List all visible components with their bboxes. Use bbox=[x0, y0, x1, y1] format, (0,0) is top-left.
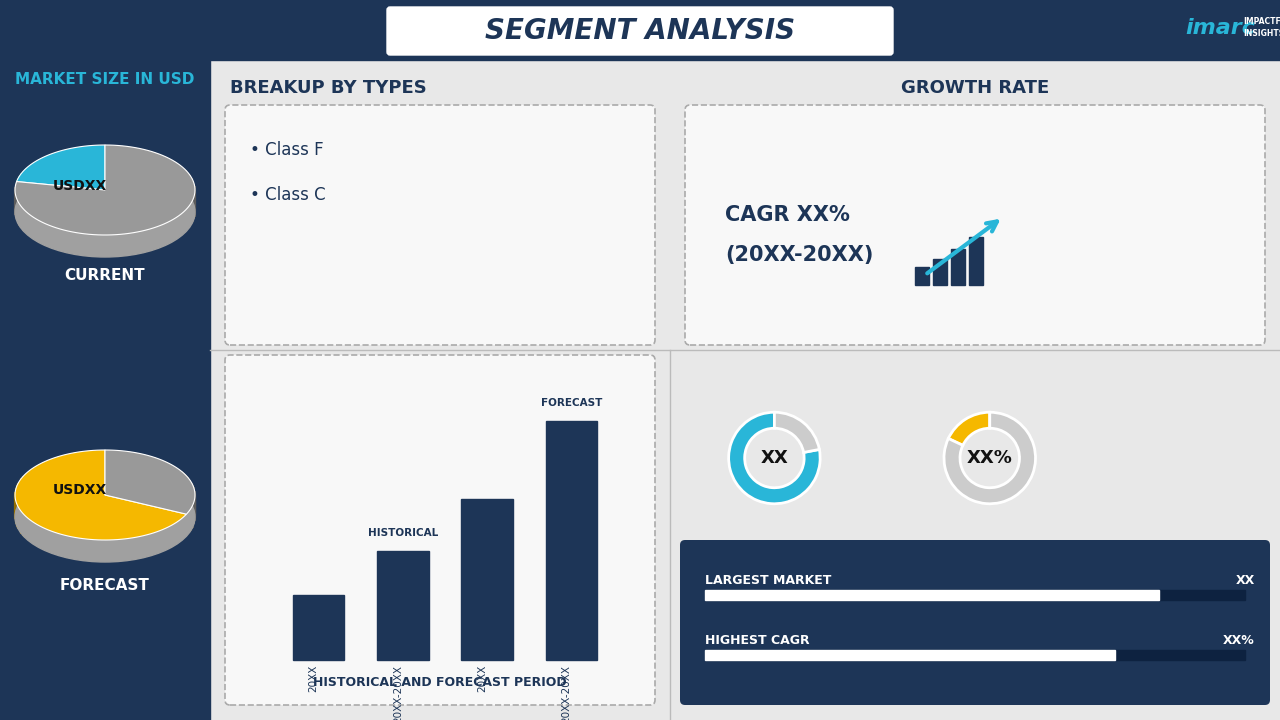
Text: XX: XX bbox=[760, 449, 788, 467]
Ellipse shape bbox=[15, 472, 195, 562]
Text: USDXX: USDXX bbox=[52, 179, 108, 192]
PathPatch shape bbox=[15, 450, 187, 540]
PathPatch shape bbox=[17, 145, 105, 190]
Text: 20XX-20XX: 20XX-20XX bbox=[393, 665, 403, 720]
Bar bbox=[545, 420, 596, 660]
PathPatch shape bbox=[15, 145, 195, 235]
Bar bbox=[293, 595, 344, 660]
Text: INSIGHTS: INSIGHTS bbox=[1243, 30, 1280, 38]
Bar bbox=[705, 590, 1245, 600]
Text: LARGEST MARKET: LARGEST MARKET bbox=[705, 574, 832, 587]
FancyBboxPatch shape bbox=[225, 105, 655, 345]
Bar bbox=[0, 0, 210, 720]
Bar bbox=[705, 650, 1115, 660]
Text: FORECAST: FORECAST bbox=[60, 577, 150, 593]
Bar bbox=[933, 259, 947, 285]
Text: 20XX-20XX: 20XX-20XX bbox=[562, 665, 571, 720]
Text: (20XX-20XX): (20XX-20XX) bbox=[724, 245, 873, 265]
Bar bbox=[969, 237, 983, 285]
Ellipse shape bbox=[15, 167, 195, 257]
Wedge shape bbox=[943, 413, 1036, 504]
Bar bbox=[378, 551, 429, 660]
Text: • Class F: • Class F bbox=[250, 141, 324, 159]
Text: SEGMENT ANALYSIS: SEGMENT ANALYSIS bbox=[485, 17, 795, 45]
Bar bbox=[951, 249, 965, 285]
Text: imarc: imarc bbox=[1185, 18, 1254, 38]
Text: USDXX: USDXX bbox=[52, 484, 108, 498]
Text: XX%: XX% bbox=[1224, 634, 1254, 647]
Text: 20XX: 20XX bbox=[477, 665, 488, 693]
Text: CAGR XX%: CAGR XX% bbox=[724, 205, 850, 225]
Text: IMPACTFUL: IMPACTFUL bbox=[1243, 17, 1280, 27]
Text: 20XX: 20XX bbox=[308, 665, 319, 693]
Wedge shape bbox=[948, 413, 989, 446]
Text: MARKET SIZE IN USD: MARKET SIZE IN USD bbox=[15, 73, 195, 88]
Bar bbox=[915, 267, 929, 285]
PathPatch shape bbox=[105, 450, 195, 514]
Text: FORECAST: FORECAST bbox=[540, 397, 602, 408]
FancyBboxPatch shape bbox=[680, 540, 1270, 705]
Text: HIGHEST CAGR: HIGHEST CAGR bbox=[705, 634, 810, 647]
Text: XX: XX bbox=[1235, 574, 1254, 587]
Bar bbox=[705, 590, 1158, 600]
Bar bbox=[705, 650, 1245, 660]
FancyBboxPatch shape bbox=[225, 355, 655, 705]
Bar bbox=[462, 499, 513, 660]
Text: HISTORICAL AND FORECAST PERIOD: HISTORICAL AND FORECAST PERIOD bbox=[314, 677, 567, 690]
Text: CURRENT: CURRENT bbox=[65, 268, 146, 282]
Wedge shape bbox=[774, 413, 819, 452]
Text: BREAKUP BY TYPES: BREAKUP BY TYPES bbox=[230, 79, 426, 97]
Bar bbox=[0, 0, 1280, 60]
Text: XX%: XX% bbox=[966, 449, 1012, 467]
FancyBboxPatch shape bbox=[387, 7, 893, 55]
Text: • Class C: • Class C bbox=[250, 186, 325, 204]
Wedge shape bbox=[728, 413, 820, 504]
FancyBboxPatch shape bbox=[685, 105, 1265, 345]
Text: GROWTH RATE: GROWTH RATE bbox=[901, 79, 1050, 97]
Text: HISTORICAL: HISTORICAL bbox=[367, 528, 438, 538]
